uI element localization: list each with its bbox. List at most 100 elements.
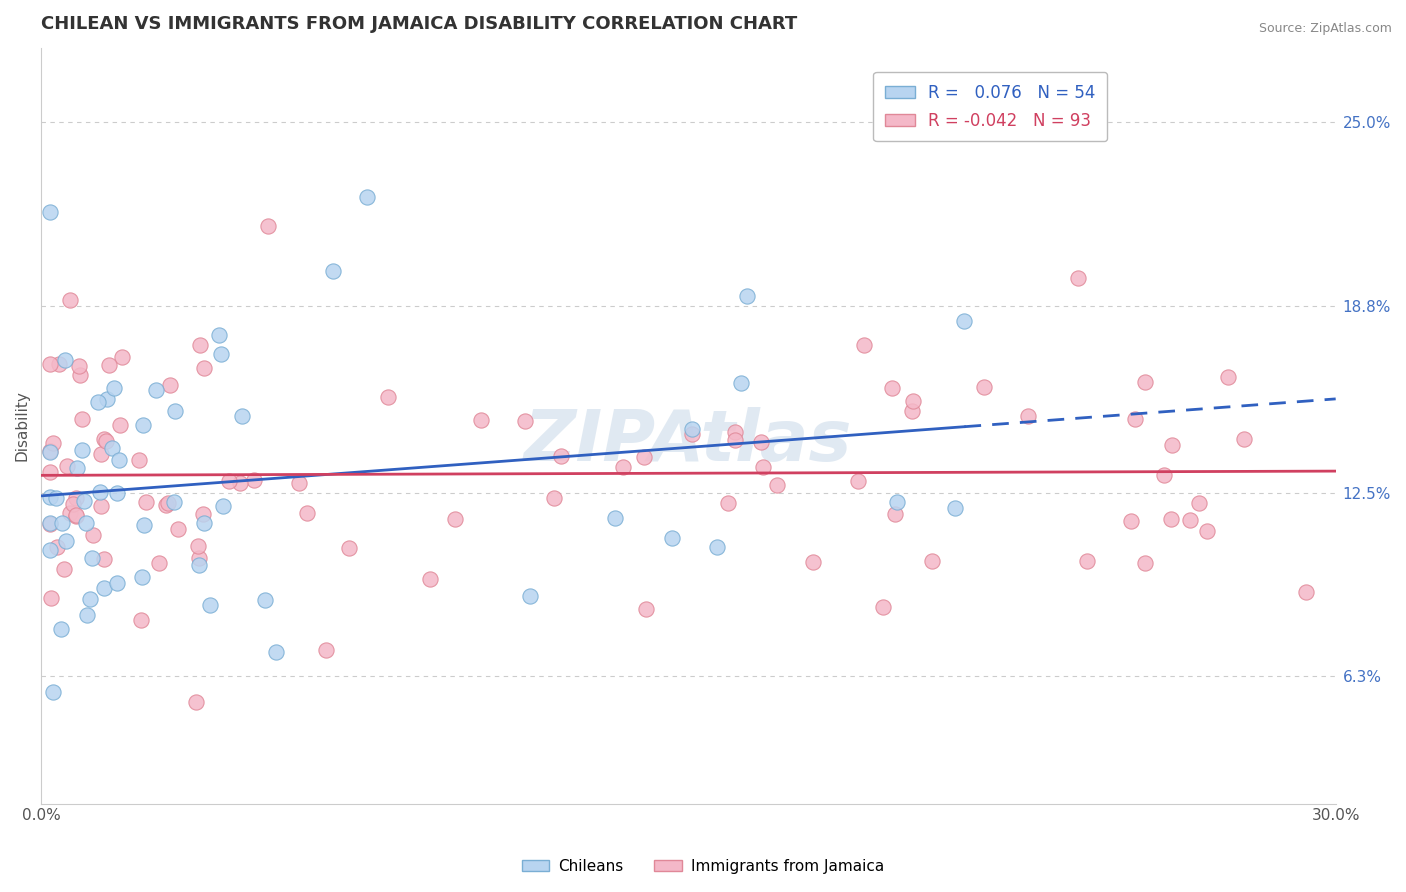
- Point: [550, 450, 572, 464]
- Point: [49, 623, 72, 637]
- Point: [603, 511, 626, 525]
- Point: [86, 395, 108, 409]
- Point: [1180, 513, 1202, 527]
- Point: [76, 608, 98, 623]
- Point: [42, 685, 65, 699]
- Point: [135, 495, 157, 509]
- Point: [111, 350, 134, 364]
- Point: [661, 531, 683, 545]
- Point: [75, 516, 97, 531]
- Point: [724, 425, 747, 439]
- Point: [184, 694, 207, 708]
- Point: [211, 499, 233, 513]
- Point: [519, 589, 541, 603]
- Point: [108, 453, 131, 467]
- Point: [72, 442, 94, 457]
- Point: [187, 550, 209, 565]
- Point: [377, 390, 399, 404]
- Point: [145, 383, 167, 397]
- Point: [187, 539, 209, 553]
- Point: [681, 427, 703, 442]
- Point: [101, 441, 124, 455]
- Point: [209, 347, 232, 361]
- Point: [72, 411, 94, 425]
- Point: [1218, 370, 1240, 384]
- Point: [38, 444, 60, 458]
- Point: [53, 353, 76, 368]
- Point: [1153, 468, 1175, 483]
- Point: [51, 516, 73, 530]
- Point: [45, 491, 67, 505]
- Point: [749, 435, 772, 450]
- Point: [41, 435, 63, 450]
- Point: [229, 476, 252, 491]
- Point: [193, 360, 215, 375]
- Point: [444, 512, 467, 526]
- Point: [853, 338, 876, 352]
- Point: [208, 328, 231, 343]
- Point: [38, 357, 60, 371]
- Point: [633, 450, 655, 464]
- Point: [38, 490, 60, 504]
- Point: [1133, 375, 1156, 389]
- Point: [132, 417, 155, 432]
- Point: [107, 576, 129, 591]
- Point: [163, 403, 186, 417]
- Point: [193, 516, 215, 530]
- Point: [159, 378, 181, 392]
- Point: [295, 506, 318, 520]
- Point: [93, 551, 115, 566]
- Point: [93, 432, 115, 446]
- Point: [634, 602, 657, 616]
- Point: [515, 413, 537, 427]
- Point: [89, 485, 111, 500]
- Point: [1188, 496, 1211, 510]
- Point: [1067, 271, 1090, 285]
- Point: [1017, 409, 1039, 423]
- Point: [65, 508, 87, 523]
- Point: [52, 562, 75, 576]
- Y-axis label: Disability: Disability: [15, 391, 30, 461]
- Point: [105, 485, 128, 500]
- Point: [38, 205, 60, 219]
- Point: [801, 555, 824, 569]
- Point: [38, 444, 60, 458]
- Point: [1160, 438, 1182, 452]
- Point: [65, 508, 87, 523]
- Point: [886, 494, 908, 508]
- Point: [38, 542, 60, 557]
- Point: [82, 550, 104, 565]
- Point: [612, 460, 634, 475]
- Point: [901, 393, 924, 408]
- Point: [82, 528, 104, 542]
- Point: [1195, 524, 1218, 538]
- Point: [322, 263, 344, 277]
- Point: [682, 422, 704, 436]
- Point: [257, 219, 280, 234]
- Point: [79, 592, 101, 607]
- Point: [163, 495, 186, 509]
- Point: [339, 541, 361, 555]
- Point: [921, 553, 943, 567]
- Point: [943, 501, 966, 516]
- Point: [724, 433, 747, 447]
- Point: [38, 465, 60, 479]
- Point: [38, 517, 60, 532]
- Point: [156, 495, 179, 509]
- Text: Source: ZipAtlas.com: Source: ZipAtlas.com: [1258, 22, 1392, 36]
- Point: [880, 381, 903, 395]
- Point: [39, 516, 62, 531]
- Legend: R =   0.076   N = 54, R = -0.042   N = 93: R = 0.076 N = 54, R = -0.042 N = 93: [873, 72, 1108, 141]
- Point: [752, 460, 775, 475]
- Text: CHILEAN VS IMMIGRANTS FROM JAMAICA DISABILITY CORRELATION CHART: CHILEAN VS IMMIGRANTS FROM JAMAICA DISAB…: [41, 15, 797, 33]
- Point: [89, 448, 111, 462]
- Point: [66, 461, 89, 475]
- Point: [188, 558, 211, 573]
- Point: [200, 598, 222, 612]
- Point: [59, 293, 82, 308]
- Point: [730, 376, 752, 390]
- Point: [470, 412, 492, 426]
- Point: [131, 570, 153, 584]
- Point: [1232, 432, 1254, 446]
- Point: [155, 499, 177, 513]
